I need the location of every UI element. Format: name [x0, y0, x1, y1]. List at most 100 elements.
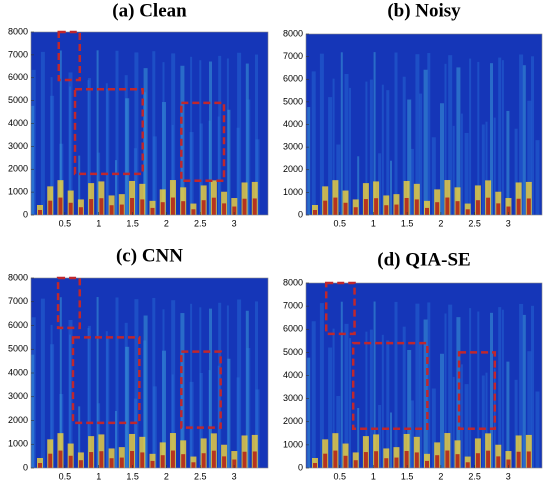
spectrogram-texture: [527, 100, 532, 215]
spectrogram-texture: [171, 374, 174, 468]
y-tick-label: 4000: [8, 118, 28, 128]
spectrogram-texture: [130, 450, 135, 468]
spectrogram-texture: [78, 460, 83, 468]
y-tick-label: 1000: [283, 439, 303, 449]
y-tick-label: 3000: [283, 142, 303, 152]
spectrogram-texture: [496, 456, 501, 468]
spectrogram-background: [306, 283, 542, 468]
spectrogram-texture: [498, 57, 502, 215]
spectrogram-texture: [390, 160, 392, 215]
spectrogram-texture: [481, 375, 485, 468]
spectrogram-texture: [31, 317, 36, 468]
y-tick-label: 0: [23, 209, 28, 219]
x-tick-label: 1: [96, 218, 101, 228]
y-tick-label: 8000: [283, 28, 303, 38]
spectrogram-texture: [109, 205, 114, 215]
panel: (c) CNN 0 1000 2000 3000 4000 5000 6000 7000 8000…: [8, 245, 269, 481]
spectrogram-texture: [130, 197, 135, 215]
spectrogram-texture: [50, 324, 53, 468]
y-tick-label: 7000: [8, 296, 28, 306]
y-tick-label: 3000: [8, 141, 28, 151]
spectrogram-background: [31, 278, 268, 468]
spectrogram-texture: [431, 137, 436, 215]
spectrogram-texture: [68, 455, 73, 468]
spectrogram-texture: [119, 204, 124, 215]
x-tick-label: 2.5: [468, 218, 481, 228]
spectrogram-texture: [404, 450, 409, 468]
y-tick-label: 1000: [283, 187, 303, 197]
spectrogram-texture: [526, 198, 531, 215]
y-tick-label: 0: [23, 462, 28, 472]
y-tick-label: 6000: [283, 74, 303, 84]
spectrogram-texture: [464, 132, 469, 215]
spectrogram-texture: [68, 72, 73, 215]
spectrogram-texture: [125, 98, 130, 215]
spectrogram-texture: [344, 73, 349, 215]
y-tick-label: 0: [298, 462, 303, 472]
spectrogram-texture: [456, 67, 461, 216]
spectrogram-texture: [514, 128, 518, 215]
x-tick-label: 1.5: [401, 218, 414, 228]
spectrogram-texture: [522, 314, 526, 468]
spectrogram-texture: [516, 198, 521, 215]
spectrogram-texture: [143, 68, 148, 215]
spectrogram-texture: [40, 51, 45, 215]
spectrogram-texture: [386, 90, 390, 215]
y-tick-label: 4000: [283, 370, 303, 380]
y-tick-label: 7000: [8, 49, 28, 59]
x-tick-label: 0.5: [59, 218, 72, 228]
spectrogram-texture: [407, 99, 412, 215]
spectrogram-texture: [448, 55, 453, 215]
spectrogram-texture: [373, 301, 376, 468]
spectrogram-texture: [237, 299, 242, 468]
spectrogram-texture: [311, 71, 316, 215]
spectrogram-texture: [87, 80, 90, 216]
spectrogram-texture: [50, 77, 53, 215]
spectrogram-texture: [162, 309, 165, 468]
spectrogram-texture: [170, 450, 175, 468]
spectrogram-texture: [31, 69, 36, 216]
spectrogram-texture: [323, 453, 328, 468]
spectrogram-texture: [201, 200, 206, 215]
spectrogram-texture: [460, 113, 463, 215]
spectrogram-texture: [222, 456, 227, 468]
spectrogram-texture: [381, 334, 384, 468]
spectrogram-texture: [506, 361, 510, 468]
highlight-box: [73, 87, 144, 176]
spectrogram-texture: [410, 400, 414, 468]
spectrogram-texture: [394, 204, 399, 215]
spectrogram-texture: [357, 407, 360, 468]
y-tick-label: 3000: [283, 393, 303, 403]
spectrogram-texture: [162, 102, 166, 215]
spectrogram-texture: [465, 462, 470, 468]
spectrogram-texture: [336, 144, 341, 215]
spectrogram-texture: [444, 63, 447, 215]
y-tick-label: 2000: [283, 416, 303, 426]
spectrogram-texture: [77, 199, 84, 215]
spectrogram-texture: [357, 156, 360, 215]
panel: (d) QIA-SE 0 1000 2000 3000 4000 5000 6000 7000 8…: [283, 249, 543, 481]
spectrogram-texture: [311, 321, 316, 468]
x-tick-label: 1: [96, 471, 101, 481]
y-tick-label: 1000: [8, 187, 28, 197]
spectrogram-texture: [246, 348, 251, 468]
spectrogram-texture: [50, 344, 55, 468]
highlight-box: [71, 336, 141, 425]
spectrogram-texture: [378, 404, 382, 468]
spectrogram-texture: [328, 97, 333, 215]
spectrogram-texture: [352, 199, 359, 215]
spectrogram-texture: [237, 52, 242, 215]
spectrogram-texture: [410, 148, 414, 215]
spectrogram-texture: [402, 326, 406, 468]
spectrogram-texture: [336, 395, 341, 468]
spectrogram-texture: [134, 299, 139, 468]
spectrogram-texture: [522, 65, 526, 216]
spectrogram-texture: [218, 302, 222, 468]
spectrogram-texture: [222, 203, 227, 215]
spectrogram-texture: [384, 205, 389, 215]
spectrogram-texture: [50, 95, 55, 215]
spectrogram-texture: [255, 301, 258, 468]
spectrogram-texture: [208, 370, 211, 468]
spectrogram-texture: [227, 358, 231, 468]
spectrogram-texture: [199, 123, 203, 215]
